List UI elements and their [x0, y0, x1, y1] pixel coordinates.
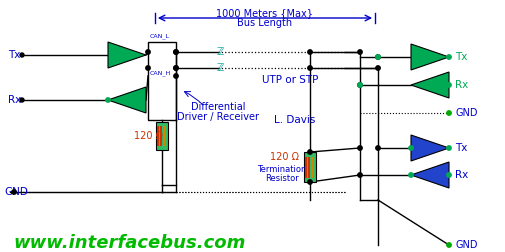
Text: Rx: Rx [455, 170, 468, 180]
Circle shape [146, 50, 150, 54]
Text: GND: GND [4, 187, 28, 197]
Text: UTP or STP: UTP or STP [262, 75, 318, 85]
Bar [157, 126, 159, 146]
Circle shape [174, 66, 178, 70]
Circle shape [146, 66, 150, 70]
Circle shape [308, 66, 312, 70]
Circle shape [358, 50, 362, 54]
Text: Differential: Differential [191, 102, 245, 112]
Circle shape [447, 173, 451, 177]
Polygon shape [411, 72, 449, 98]
Polygon shape [411, 44, 449, 70]
Circle shape [174, 66, 178, 70]
Circle shape [308, 50, 312, 54]
Text: CAN_H: CAN_H [150, 70, 171, 76]
Circle shape [174, 74, 178, 78]
Text: GND: GND [455, 240, 478, 250]
Text: Tx: Tx [8, 50, 20, 60]
Text: 1000 Meters {Max}: 1000 Meters {Max} [217, 8, 314, 18]
Circle shape [447, 55, 451, 59]
Circle shape [106, 98, 110, 102]
Text: Termination: Termination [258, 165, 307, 174]
Text: ℤ: ℤ [216, 47, 224, 57]
Text: ℤ: ℤ [216, 63, 224, 73]
Circle shape [174, 50, 178, 54]
Circle shape [376, 55, 380, 59]
Circle shape [447, 111, 451, 115]
Text: L. Davis: L. Davis [274, 115, 316, 125]
Circle shape [358, 83, 362, 87]
Circle shape [376, 66, 380, 70]
Text: Rx: Rx [455, 80, 468, 90]
Circle shape [308, 150, 312, 154]
Circle shape [376, 55, 380, 59]
Text: 120 Ω: 120 Ω [134, 131, 163, 141]
Bar [305, 156, 307, 177]
Bar [163, 126, 165, 146]
Text: Tx: Tx [455, 52, 467, 62]
Text: Tx: Tx [455, 143, 467, 153]
Text: GND: GND [455, 108, 478, 118]
Polygon shape [108, 87, 146, 113]
Circle shape [20, 53, 24, 57]
Circle shape [20, 98, 24, 102]
Text: 120 Ω: 120 Ω [270, 152, 299, 162]
Circle shape [12, 190, 16, 194]
Circle shape [358, 146, 362, 150]
Circle shape [409, 173, 413, 177]
Bar [148, 42, 176, 120]
Circle shape [174, 50, 178, 54]
Text: Resistor: Resistor [265, 174, 299, 183]
Circle shape [308, 180, 312, 184]
Bar [304, 152, 316, 182]
Text: Bus Length: Bus Length [237, 18, 292, 28]
Circle shape [447, 83, 451, 87]
Bar [311, 156, 313, 177]
Circle shape [409, 146, 413, 150]
Circle shape [376, 146, 380, 150]
Polygon shape [108, 42, 146, 68]
Text: Rx: Rx [8, 95, 21, 105]
Circle shape [358, 173, 362, 177]
Text: Driver / Receiver: Driver / Receiver [177, 112, 259, 122]
Bar [308, 156, 310, 177]
Bar [156, 122, 168, 150]
Polygon shape [411, 135, 449, 161]
Polygon shape [411, 162, 449, 188]
Text: www.interfacebus.com: www.interfacebus.com [14, 234, 246, 252]
Circle shape [358, 83, 362, 87]
Bar [160, 126, 162, 146]
Text: CAN_L: CAN_L [150, 33, 170, 39]
Circle shape [447, 146, 451, 150]
Circle shape [447, 243, 451, 247]
